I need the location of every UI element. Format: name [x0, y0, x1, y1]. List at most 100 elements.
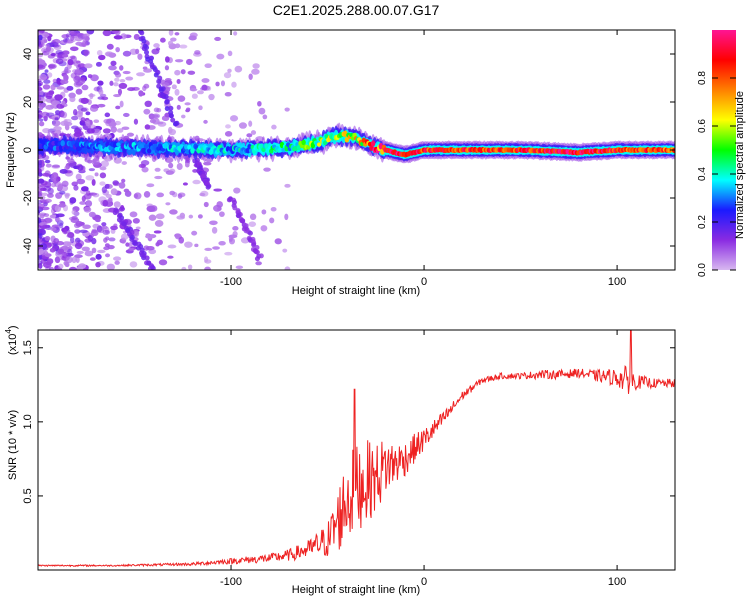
spectrogram-noise-cell: [174, 32, 180, 36]
spectrogram-noise-cell: [153, 107, 160, 113]
spectrogram-noise-cell: [209, 220, 218, 226]
snr-x-tick-label: -100: [220, 576, 242, 588]
spectrogram-noise-cell: [182, 182, 188, 186]
spectrogram-noise-cell: [95, 61, 102, 67]
spectrogram-noise-cell: [72, 108, 78, 116]
spectrogram-noise-cell: [43, 79, 51, 84]
spectrogram-noise-cell: [54, 94, 63, 101]
spectrogram-noise-cell: [203, 161, 212, 166]
spectrogram-noise-cell: [216, 53, 225, 60]
spectrogram-noise-cell: [156, 192, 165, 198]
spectrogram-ridge-cell: [323, 140, 328, 146]
spectrogram-noise-cell: [52, 78, 58, 84]
spectrogram-ridge-cell: [52, 145, 58, 151]
snr-y-tick-label: 1.5: [22, 340, 34, 355]
spectrogram-noise-cell: [274, 238, 282, 245]
spectrogram-noise-cell: [45, 46, 52, 52]
spectrogram-noise-cell: [61, 252, 69, 256]
spectrogram-noise-cell: [102, 30, 112, 37]
spectrogram-noise-cell: [101, 222, 107, 227]
spectrogram-noise-cell: [91, 228, 98, 234]
spectrogram-noise-cell: [164, 56, 170, 63]
spectrogram-noise-cell: [44, 253, 52, 258]
snr-y-tick-label: 0.5: [22, 488, 34, 503]
spectrogram-noise-cell: [85, 200, 93, 207]
spectrogram-noise-cell: [129, 261, 138, 268]
spectrogram-noise-cell: [56, 103, 64, 109]
spectrogram-noise-cell: [170, 37, 177, 42]
spectrogram-noise-cell: [191, 230, 198, 236]
spectrogram-noise-cell: [96, 50, 103, 56]
spectrogram-noise-cell: [40, 224, 49, 229]
spectrogram-noise-cell: [154, 220, 164, 227]
spectrogram-noise-cell: [105, 253, 111, 258]
spectrogram-noise-cell: [143, 68, 152, 73]
spectrogram-noise-cell: [91, 178, 96, 186]
spectrogram-noise-cell: [43, 217, 53, 223]
spectrogram-noise-cell: [219, 211, 225, 217]
spectrogram-x-tick-label: -100: [220, 276, 242, 288]
spectrogram-noise-cell: [167, 40, 174, 46]
spectrogram-noise-cell: [257, 100, 262, 107]
spectrogram-noise-cell: [232, 226, 239, 231]
spectrogram-noise-cell: [45, 104, 54, 110]
spectrogram-noise-cell: [282, 248, 288, 253]
spectrogram-noise-cell: [137, 53, 143, 60]
spectrogram-noise-cell: [123, 188, 130, 193]
spectrogram-y-tick-label: 0: [22, 147, 34, 153]
spectrogram-noise-cell: [238, 122, 247, 129]
spectrogram-noise-cell: [99, 172, 107, 179]
snr-y-scale-close: ): [7, 325, 19, 329]
spectrogram-y-tick-label: -20: [22, 190, 34, 206]
spectrogram-noise-cell: [248, 221, 257, 227]
spectrogram-noise-cell: [57, 248, 65, 255]
spectrogram-noise-cell: [136, 72, 145, 77]
spectrogram-ridge-cell: [142, 147, 147, 155]
spectrogram-noise-cell: [99, 166, 107, 171]
spectrogram-streak-cell: [150, 265, 156, 270]
spectrogram-noise-cell: [47, 193, 54, 198]
spectrogram-noise-cell: [80, 117, 86, 123]
spectrogram-noise-cell: [149, 119, 157, 124]
spectrogram-noise-cell: [97, 227, 105, 234]
spectrogram-noise-cell: [229, 115, 239, 122]
spectrogram-ridge-cell: [116, 142, 121, 147]
spectrogram-noise-cell: [125, 76, 134, 81]
spectrogram-noise-cell: [141, 166, 149, 173]
spectrogram-noise-cell: [249, 213, 257, 221]
spectrogram-noise-cell: [75, 256, 80, 264]
spectrogram-noise-cell: [68, 266, 78, 270]
spectrogram-y-ticks: -40 -20 0 20 40: [22, 48, 675, 254]
spectrogram-noise-cell: [171, 84, 177, 90]
spectrogram-noise-cell: [45, 163, 52, 168]
spectrogram-noise-cell: [152, 113, 161, 119]
spectrogram-noise-cell: [38, 262, 43, 269]
spectrogram-noise-cell: [57, 183, 63, 191]
spectrogram-noise-cell: [128, 247, 135, 251]
snr-line-layer: [38, 330, 675, 568]
spectrogram-noise-cell: [129, 48, 138, 55]
spectrogram-noise-cell: [98, 54, 106, 61]
spectrogram-noise-cell: [133, 118, 139, 125]
spectrogram-noise-cell: [108, 237, 116, 242]
spectrogram-noise-cell: [74, 229, 81, 234]
spectrogram-noise-cell: [46, 258, 54, 265]
snr-y-scale-exponent: 4: [4, 329, 13, 334]
spectrogram-noise-cell: [113, 35, 123, 40]
spectrogram-noise-cell: [87, 74, 93, 79]
spectrogram-ridge-cell: [139, 144, 144, 150]
spectrogram-noise-cell: [64, 193, 70, 199]
spectrogram-ridge-cell: [77, 146, 82, 151]
spectrogram-noise-cell: [204, 259, 212, 264]
spectrogram-noise-cell: [50, 208, 56, 214]
spectrogram-noise-cell: [43, 213, 50, 218]
spectrogram-noise-cell: [99, 181, 106, 186]
spectrogram-noise-cell: [251, 68, 260, 75]
spectrogram-noise-cell: [179, 212, 186, 219]
spectrogram-noise-cell: [64, 118, 72, 124]
spectrogram-noise-cell: [185, 58, 193, 66]
spectrogram-noise-cell: [113, 82, 119, 87]
spectrogram-noise-cell: [69, 236, 75, 244]
spectrogram-streak-cell: [164, 106, 170, 112]
